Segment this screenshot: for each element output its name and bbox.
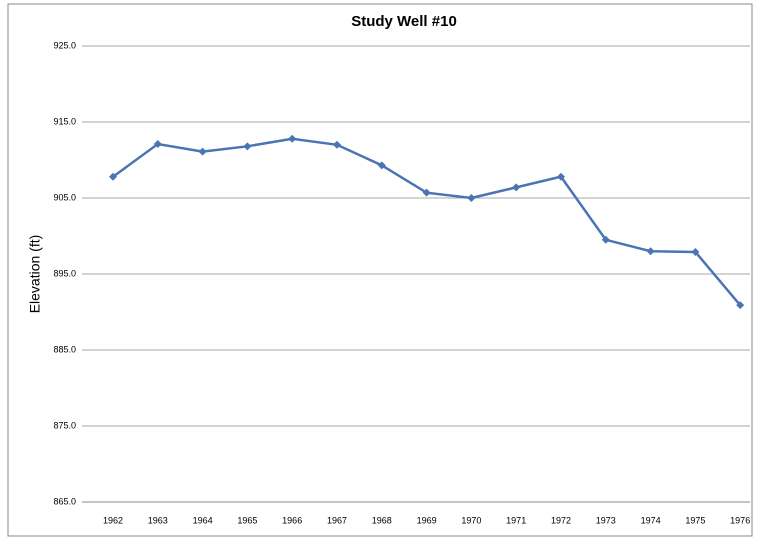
x-tick-label: 1964 — [193, 515, 213, 525]
marker — [467, 194, 476, 202]
y-axis-label: Elevation (ft) — [27, 235, 43, 314]
x-tick-label: 1970 — [461, 515, 481, 525]
marker — [601, 235, 610, 244]
marker — [691, 247, 700, 256]
x-tick-label: 1967 — [327, 515, 347, 525]
y-tick-label: 905.0 — [53, 192, 76, 202]
marker — [557, 172, 565, 181]
marker — [646, 247, 655, 256]
x-tick-label: 1966 — [282, 515, 302, 525]
x-tick-label: 1969 — [417, 515, 437, 525]
x-tick-label: 1973 — [596, 515, 616, 525]
marker — [109, 172, 117, 181]
y-tick-label: 925.0 — [53, 40, 76, 50]
x-tick-label: 1965 — [237, 515, 257, 525]
y-tick-label: 915.0 — [53, 116, 76, 126]
x-tick-label: 1971 — [506, 515, 526, 525]
marker — [736, 301, 745, 310]
x-tick-label: 1962 — [103, 515, 123, 525]
x-tick-label: 1963 — [148, 515, 168, 525]
y-tick-label: 895.0 — [53, 268, 76, 278]
marker — [512, 183, 521, 192]
x-tick-label: 1976 — [730, 515, 750, 525]
marker — [288, 134, 297, 143]
chart-border — [7, 3, 753, 537]
y-tick-label: 875.0 — [53, 420, 76, 430]
x-tick-label: 1974 — [641, 515, 661, 525]
marker — [422, 188, 431, 197]
marker — [243, 142, 252, 151]
chart-title: Study Well #10 — [351, 13, 457, 30]
marker — [333, 140, 341, 149]
y-tick-label: 865.0 — [53, 496, 76, 506]
x-tick-label: 1975 — [685, 515, 705, 525]
x-tick-label: 1968 — [372, 515, 392, 525]
marker — [153, 140, 162, 149]
marker — [377, 161, 386, 170]
marker — [198, 147, 207, 156]
y-tick-label: 885.0 — [53, 344, 76, 354]
x-tick-label: 1972 — [551, 515, 571, 525]
